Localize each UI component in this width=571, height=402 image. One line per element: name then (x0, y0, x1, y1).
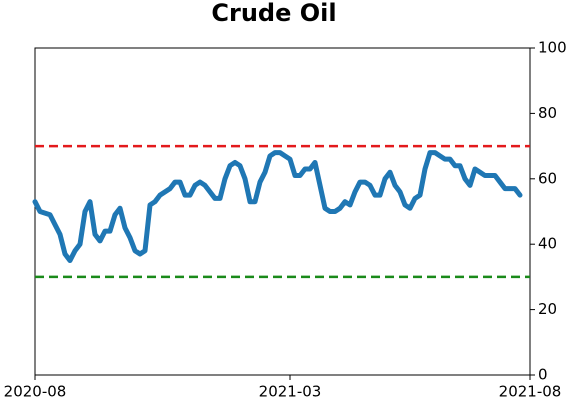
y-tick-label: 40 (538, 235, 557, 253)
x-tick-label: 2021-03 (259, 383, 322, 401)
data-line (32, 150, 523, 264)
plot-frame (34, 47, 531, 376)
x-tick-label: 2021-08 (499, 383, 562, 401)
y-tick-label: 0 (538, 366, 548, 384)
y-tick-label: 80 (538, 104, 557, 122)
y-tick-label: 100 (538, 39, 567, 57)
chart-title: Crude Oil (211, 0, 336, 27)
y-tick-label: 20 (538, 300, 557, 318)
y-tick-label: 60 (538, 169, 557, 187)
x-tick-label: 2020-08 (4, 383, 67, 401)
